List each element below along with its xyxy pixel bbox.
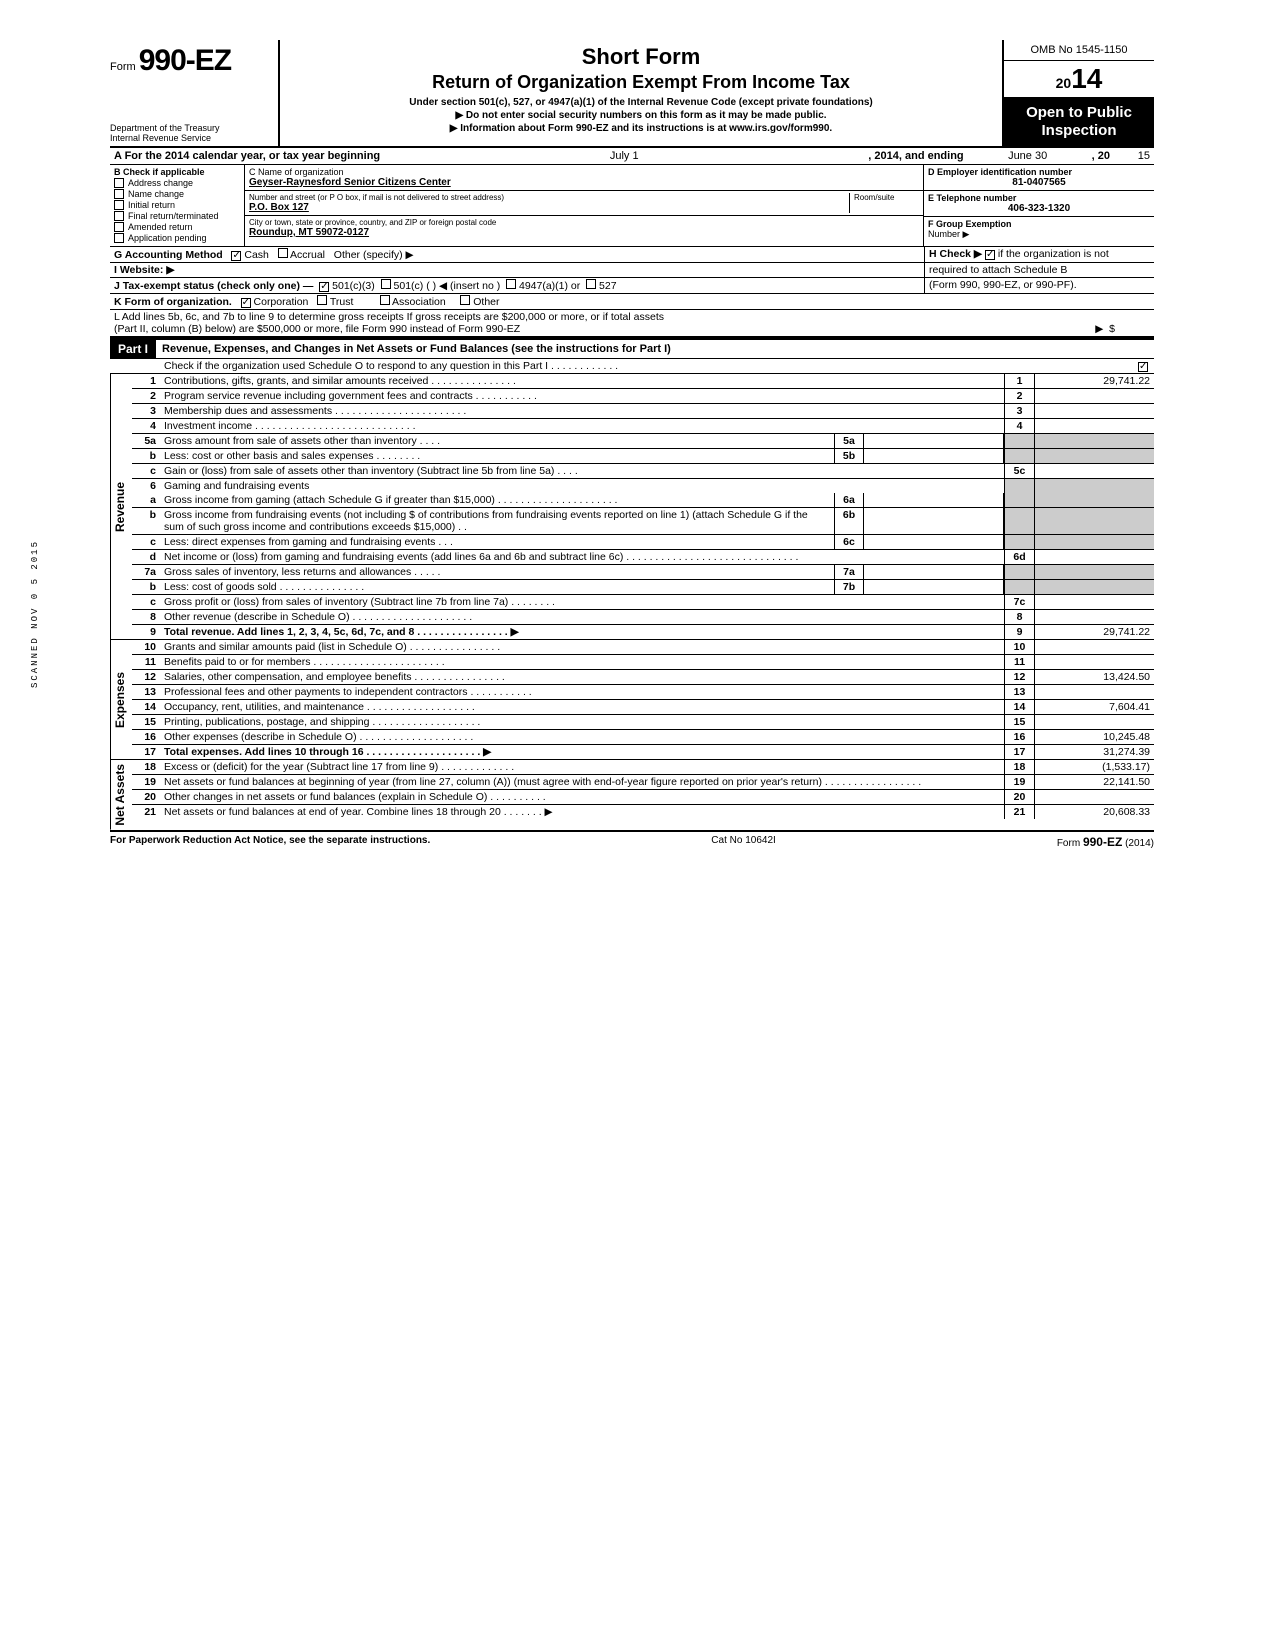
chk-4947[interactable] [506,279,516,289]
chk-final-return[interactable] [114,211,124,221]
chk-schedule-b[interactable] [985,250,995,260]
org-name: Geyser-Raynesford Senior Citizens Center [249,177,919,188]
title-short-form: Short Form [288,44,994,70]
chk-trust[interactable] [317,295,327,305]
org-city: Roundup, MT 59072-0127 [249,227,919,238]
open-to-public: Open to Public Inspection [1004,98,1154,146]
line-21-val: 20,608.33 [1034,805,1154,819]
section-b: B Check if applicable Address change Nam… [110,165,245,246]
chk-schedule-o[interactable] [1138,362,1148,372]
line-9-val: 29,741.22 [1034,625,1154,639]
ein: 81-0407565 [928,177,1150,188]
row-k-form-org: K Form of organization. Corporation Trus… [110,294,1154,310]
tax-year: 2014 [1004,61,1154,98]
section-c: C Name of organization Geyser-Raynesford… [245,165,924,246]
chk-initial-return[interactable] [114,200,124,210]
chk-address-change[interactable] [114,178,124,188]
row-a-tax-year: A For the 2014 calendar year, or tax yea… [110,148,1154,165]
chk-501c3[interactable] [319,282,329,292]
line-12-val: 13,424.50 [1034,670,1154,684]
department: Department of the Treasury Internal Reve… [110,124,272,144]
section-def: D Employer identification number 81-0407… [924,165,1154,246]
line-18-val: (1,533.17) [1034,760,1154,774]
form-header: Form 990-EZ Department of the Treasury I… [110,40,1154,148]
scan-watermark: SCANNED NOV 0 5 2015 [30,540,40,688]
row-j-tax-exempt: J Tax-exempt status (check only one) — 5… [110,278,1154,294]
chk-cash[interactable] [231,251,241,261]
net-assets-section: Net Assets 18Excess or (deficit) for the… [110,760,1154,832]
subtitle-3: ▶ Information about Form 990-EZ and its … [288,123,994,134]
row-g-accounting: G Accounting Method Cash Accrual Other (… [110,247,1154,263]
line-16-val: 10,245.48 [1034,730,1154,744]
part-1-header: Part I Revenue, Expenses, and Changes in… [110,338,1154,359]
subtitle-2: ▶ Do not enter social security numbers o… [288,110,994,121]
line-17-val: 31,274.39 [1034,745,1154,759]
chk-accrual[interactable] [278,248,288,258]
chk-501c[interactable] [381,279,391,289]
form-number: Form 990-EZ [110,44,272,78]
section-bcd: B Check if applicable Address change Nam… [110,165,1154,247]
line-1-val: 29,741.22 [1034,374,1154,388]
row-i-website: I Website: ▶ required to attach Schedule… [110,263,1154,278]
org-address: P.O. Box 127 [249,202,849,213]
line-19-val: 22,141.50 [1034,775,1154,789]
expenses-section: Expenses 10Grants and similar amounts pa… [110,640,1154,760]
chk-527[interactable] [586,279,596,289]
title-main: Return of Organization Exempt From Incom… [288,72,994,93]
chk-application-pending[interactable] [114,233,124,243]
omb-number: OMB No 1545-1150 [1004,40,1154,61]
revenue-section: Revenue 1Contributions, gifts, grants, a… [110,374,1154,640]
row-h: H Check ▶ if the organization is not [924,247,1154,262]
row-l: L Add lines 5b, 6c, and 7b to line 9 to … [110,310,1154,338]
line-14-val: 7,604.41 [1034,700,1154,714]
part-1-check: Check if the organization used Schedule … [110,359,1154,374]
chk-name-change[interactable] [114,189,124,199]
subtitle-1: Under section 501(c), 527, or 4947(a)(1)… [288,97,994,108]
form-footer: For Paperwork Reduction Act Notice, see … [110,832,1154,849]
phone: 406-323-1320 [928,203,1150,214]
chk-other-org[interactable] [460,295,470,305]
form-990ez: Form 990-EZ Department of the Treasury I… [110,40,1154,849]
chk-corporation[interactable] [241,298,251,308]
chk-amended[interactable] [114,222,124,232]
chk-association[interactable] [380,295,390,305]
